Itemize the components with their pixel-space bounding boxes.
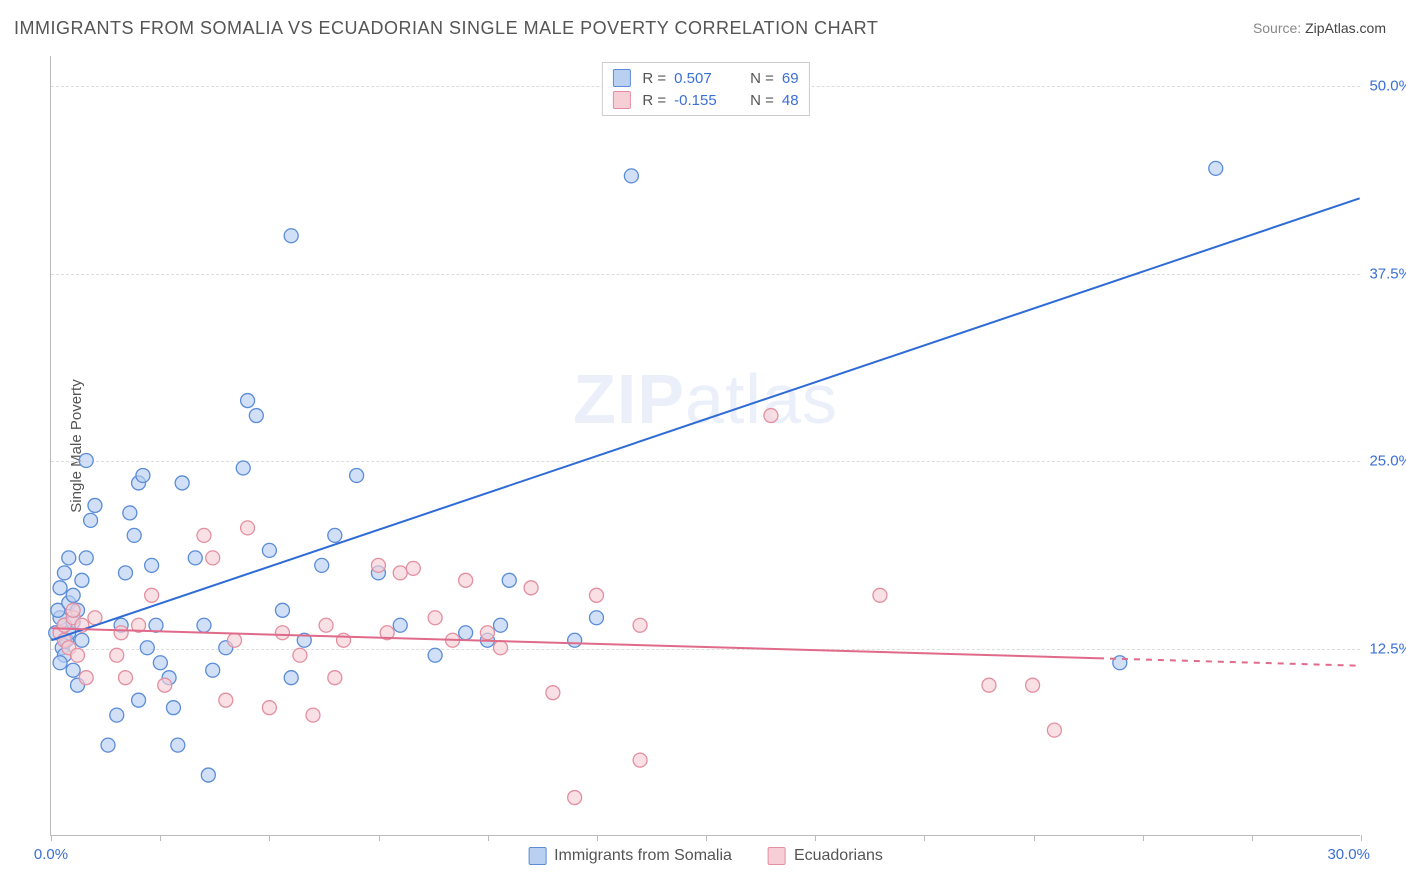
swatch-ecuadorians — [768, 847, 786, 865]
scatter-svg — [51, 56, 1360, 835]
series-legend: Immigrants from Somalia Ecuadorians — [528, 847, 883, 865]
plot-area: ZIPatlas 12.5%25.0%37.5%50.0% R = 0.507 … — [50, 56, 1360, 836]
legend-label-somalia: Immigrants from Somalia — [554, 847, 732, 865]
n-label: N = — [750, 70, 774, 87]
x-axis-max-label: 30.0% — [1327, 846, 1370, 863]
swatch-somalia — [612, 69, 630, 87]
r-label: R = — [642, 92, 666, 109]
source-label: Source: — [1253, 20, 1305, 36]
legend-item-ecuadorians: Ecuadorians — [768, 847, 883, 865]
r-label: R = — [642, 70, 666, 87]
y-tick-label: 37.5% — [1369, 265, 1406, 282]
swatch-somalia — [528, 847, 546, 865]
x-axis-min-label: 0.0% — [34, 846, 68, 863]
legend-label-ecuadorians: Ecuadorians — [794, 847, 883, 865]
legend-row-ecuadorians: R = -0.155 N = 48 — [612, 89, 798, 111]
n-value-ecuadorians: 48 — [782, 92, 799, 109]
swatch-ecuadorians — [612, 91, 630, 109]
y-tick-label: 50.0% — [1369, 78, 1406, 95]
chart-container: IMMIGRANTS FROM SOMALIA VS ECUADORIAN SI… — [0, 0, 1406, 892]
y-tick-label: 25.0% — [1369, 453, 1406, 470]
r-value-ecuadorians: -0.155 — [674, 92, 732, 109]
n-label: N = — [750, 92, 774, 109]
y-tick-label: 12.5% — [1369, 640, 1406, 657]
r-value-somalia: 0.507 — [674, 70, 732, 87]
n-value-somalia: 69 — [782, 70, 799, 87]
legend-row-somalia: R = 0.507 N = 69 — [612, 67, 798, 89]
source-value: ZipAtlas.com — [1305, 20, 1386, 36]
correlation-legend: R = 0.507 N = 69 R = -0.155 N = 48 — [601, 62, 809, 116]
legend-item-somalia: Immigrants from Somalia — [528, 847, 732, 865]
chart-title: IMMIGRANTS FROM SOMALIA VS ECUADORIAN SI… — [14, 18, 878, 39]
source-citation: Source: ZipAtlas.com — [1253, 20, 1386, 36]
